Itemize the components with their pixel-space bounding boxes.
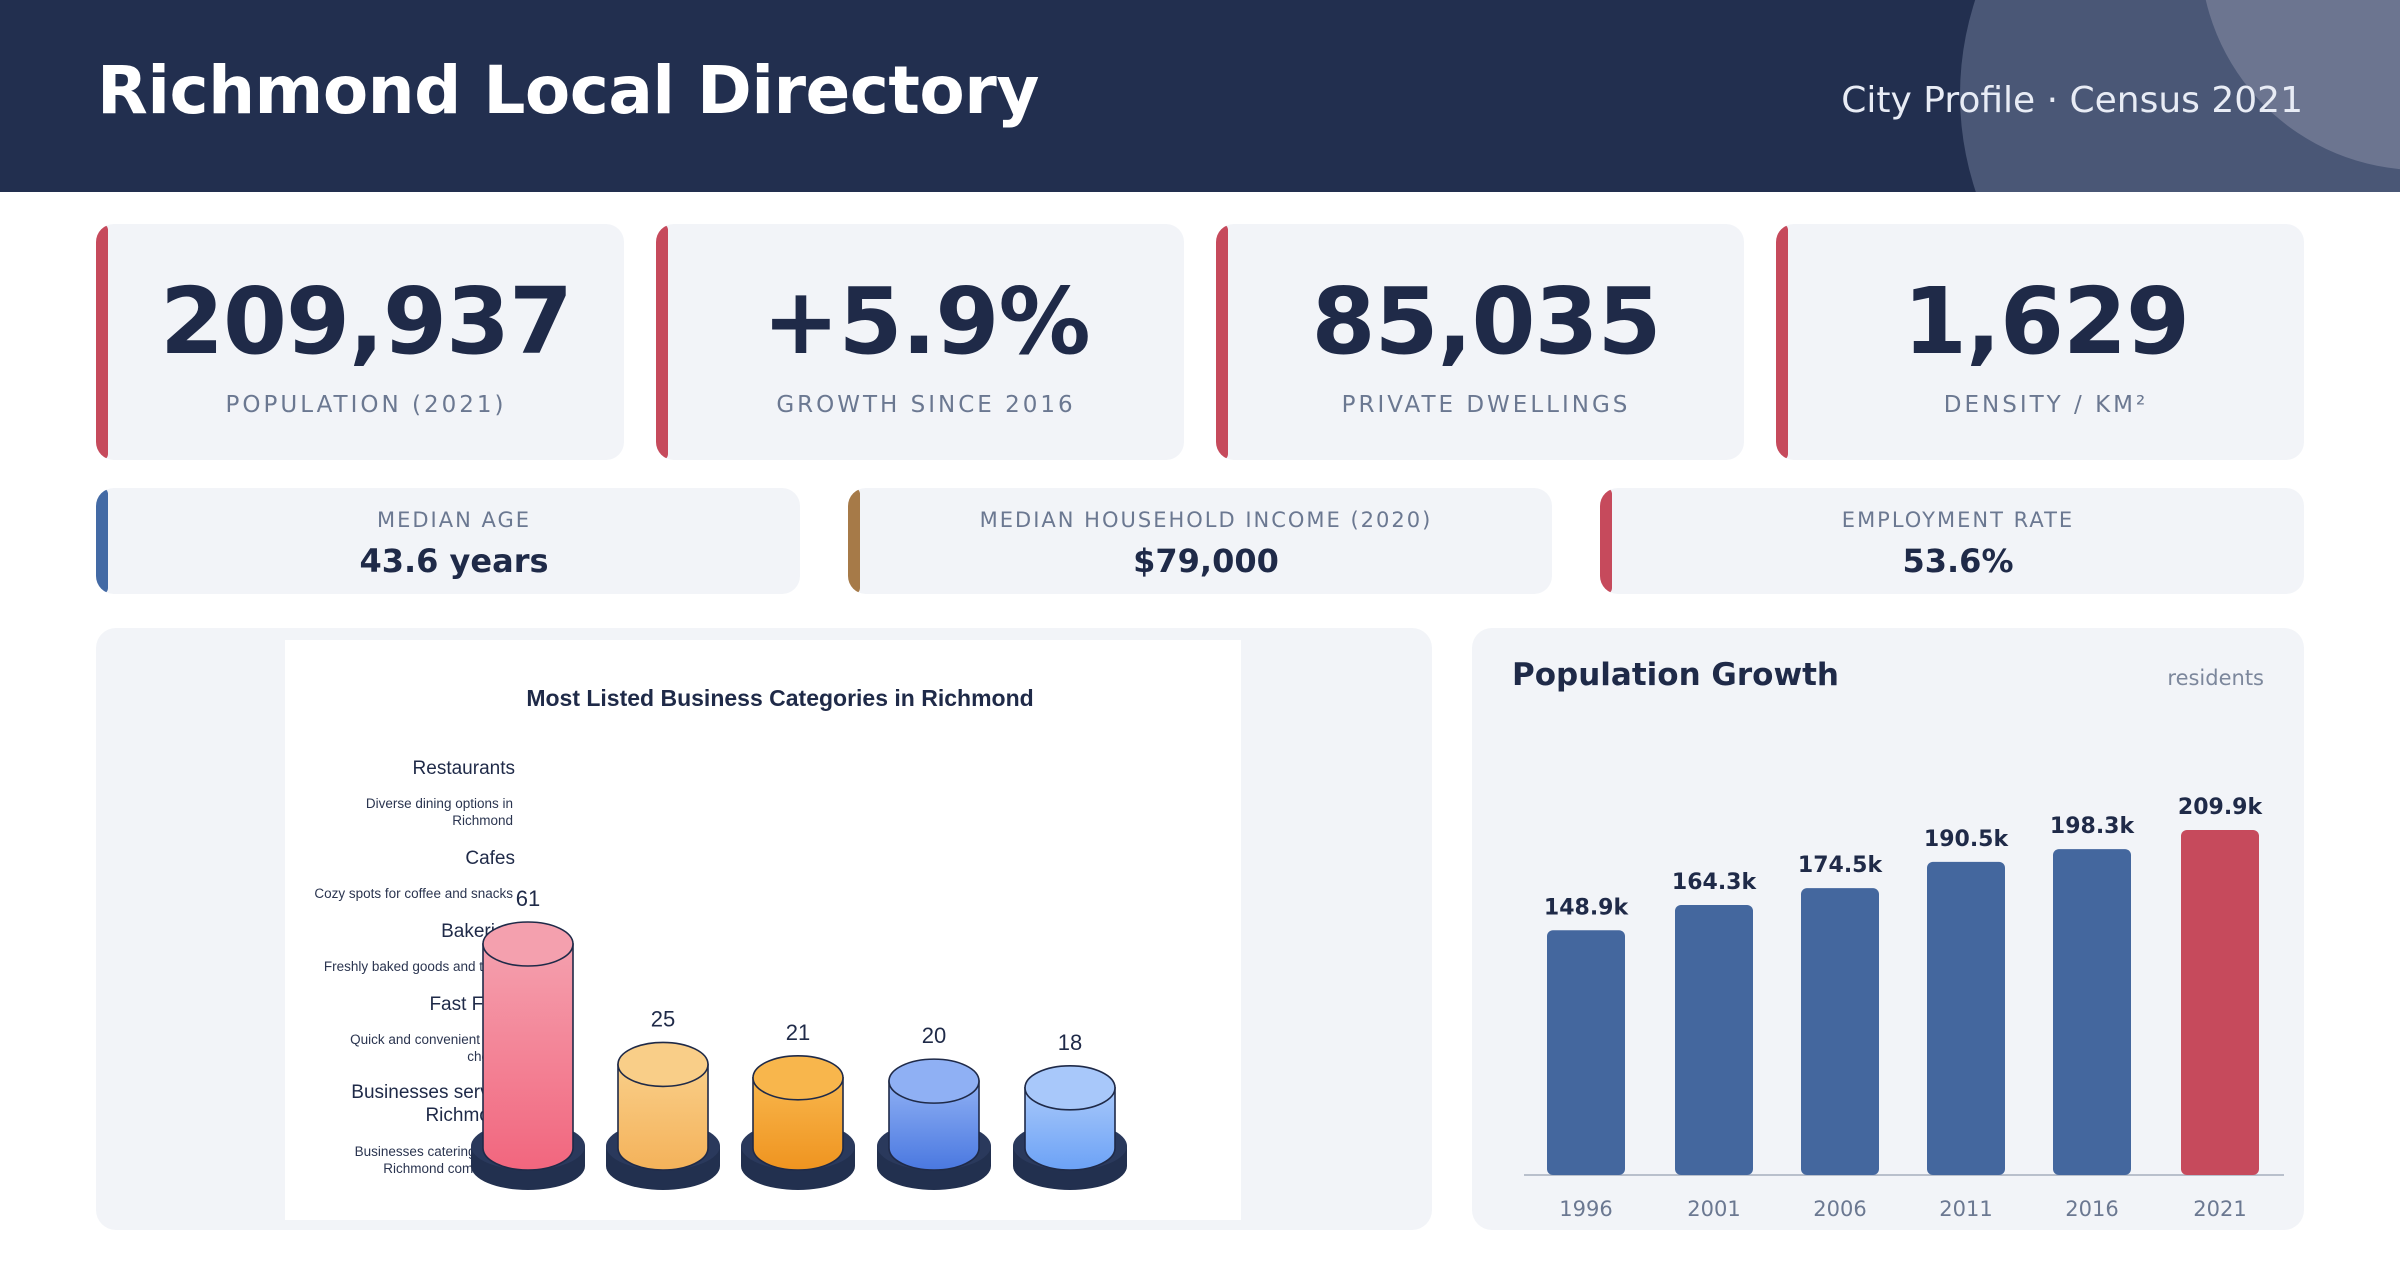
bar-value-label: 190.5k xyxy=(1924,827,2010,852)
bar-value-label: 25 xyxy=(651,1006,675,1031)
bar-body xyxy=(482,943,574,1171)
bar xyxy=(1927,861,2005,1175)
kpi-value: 209,937 xyxy=(159,268,573,375)
category-description: Freshly baked goods and treats xyxy=(324,959,513,974)
category-description: Cozy spots for coffee and snacks xyxy=(314,886,513,901)
metric-value: 53.6% xyxy=(1902,542,2014,580)
kpi-value: +5.9% xyxy=(762,268,1090,375)
bar-value-label: 18 xyxy=(1058,1030,1082,1055)
bar-value-label: 164.3k xyxy=(1672,870,1758,895)
chart-title: Population Growth xyxy=(1512,657,1839,693)
kpi-value: 85,035 xyxy=(1311,268,1661,375)
bar xyxy=(1547,930,1625,1175)
category-label-1: Restaurants Diverse dining options in Rich… xyxy=(366,758,515,828)
metric-card-employment-rate: EMPLOYMENT RATE 53.6% xyxy=(1600,488,2304,594)
growth-bar-2011: 190.5k 2011 xyxy=(1924,827,2010,1221)
growth-bar-2006: 174.5k 2006 xyxy=(1798,853,1884,1221)
kpi-label: DENSITY / KM² xyxy=(1943,392,2149,418)
kpi-card-population: 209,937 POPULATION (2021) xyxy=(96,224,624,460)
metric-label: MEDIAN HOUSEHOLD INCOME (2020) xyxy=(979,508,1433,532)
business-categories-panel: Most Listed Business Categories in Richm… xyxy=(96,628,1432,1230)
category-bar-4: 20 xyxy=(877,1023,991,1190)
metric-card-median-age: MEDIAN AGE 43.6 years xyxy=(96,488,800,594)
business-categories-chart-card: Most Listed Business Categories in Richm… xyxy=(285,640,1241,1220)
x-tick-label: 2011 xyxy=(1939,1197,1992,1221)
kpi-card-density: 1,629 DENSITY / KM² xyxy=(1776,224,2304,460)
population-growth-chart: Population Growth residents 148.9k 1996 16… xyxy=(1512,657,2284,1221)
metric-card-household-income: MEDIAN HOUSEHOLD INCOME (2020) $79,000 xyxy=(848,488,1552,594)
bar-body xyxy=(617,1063,709,1171)
bar-value-label: 174.5k xyxy=(1798,853,1884,878)
growth-bar-2001: 164.3k 2001 xyxy=(1672,870,1758,1221)
bar-body xyxy=(888,1080,980,1171)
page-subtitle: City Profile · Census 2021 xyxy=(1841,80,2303,121)
bar xyxy=(2181,830,2259,1175)
metric-value: $79,000 xyxy=(1133,542,1279,580)
bar-body xyxy=(752,1076,844,1171)
bar xyxy=(1801,888,1879,1175)
bar xyxy=(2053,849,2131,1175)
category-name: Restaurants xyxy=(413,758,515,779)
x-tick-label: 2006 xyxy=(1813,1197,1866,1221)
kpi-card-growth: +5.9% GROWTH SINCE 2016 xyxy=(656,224,1184,460)
metric-value: 43.6 years xyxy=(359,542,549,580)
business-categories-chart: Most Listed Business Categories in Richm… xyxy=(314,685,1127,1190)
category-description: Diverse dining options in Richmond xyxy=(366,796,513,828)
bar-value-label: 20 xyxy=(922,1023,946,1048)
metric-label: MEDIAN AGE xyxy=(376,508,532,532)
kpi-label: GROWTH SINCE 2016 xyxy=(776,392,1076,418)
bar xyxy=(1675,904,1753,1175)
category-bar-3: 21 xyxy=(741,1020,855,1190)
kpi-label: POPULATION (2021) xyxy=(225,392,507,418)
population-growth-panel: Population Growth residents 148.9k 1996 16… xyxy=(1472,628,2304,1230)
header: Richmond Local Directory City Profile · … xyxy=(0,0,2400,192)
kpi-card-dwellings: 85,035 PRIVATE DWELLINGS xyxy=(1216,224,1744,460)
metric-label: EMPLOYMENT RATE xyxy=(1841,508,2075,532)
x-tick-label: 1996 xyxy=(1559,1197,1612,1221)
bar-top xyxy=(752,1054,844,1101)
kpi-value: 1,629 xyxy=(1902,268,2190,375)
bar-value-label: 198.3k xyxy=(2050,814,2136,839)
x-tick-label: 2001 xyxy=(1687,1197,1740,1221)
category-bar-2: 25 xyxy=(606,1006,720,1190)
bar-top xyxy=(1024,1065,1116,1111)
chart-unit-label: residents xyxy=(2167,666,2264,690)
growth-bar-2016: 198.3k 2016 xyxy=(2050,814,2136,1221)
bar-value-label: 209.9k xyxy=(2178,795,2264,820)
chart-title: Most Listed Business Categories in Richm… xyxy=(526,685,1033,711)
bar-body xyxy=(1024,1087,1116,1171)
category-label-2: Cafes Cozy spots for coffee and snacks xyxy=(314,848,515,901)
growth-bar-2021: 209.9k 2021 xyxy=(2178,795,2264,1221)
bar-top xyxy=(482,921,574,967)
category-name: Cafes xyxy=(465,848,515,869)
x-tick-label: 2021 xyxy=(2193,1197,2246,1221)
bar-top xyxy=(888,1058,980,1104)
bar-value-label: 148.9k xyxy=(1544,895,1630,920)
category-bar-1: 61 xyxy=(471,886,585,1190)
bar-value-label: 21 xyxy=(786,1020,810,1045)
x-tick-label: 2016 xyxy=(2065,1197,2118,1221)
kpi-label: PRIVATE DWELLINGS xyxy=(1341,392,1631,418)
growth-bar-1996: 148.9k 1996 xyxy=(1544,895,1630,1221)
category-bar-5: 18 xyxy=(1013,1030,1127,1190)
bar-top xyxy=(617,1041,709,1088)
bar-value-label: 61 xyxy=(516,886,540,911)
page-title: Richmond Local Directory xyxy=(97,52,1039,129)
